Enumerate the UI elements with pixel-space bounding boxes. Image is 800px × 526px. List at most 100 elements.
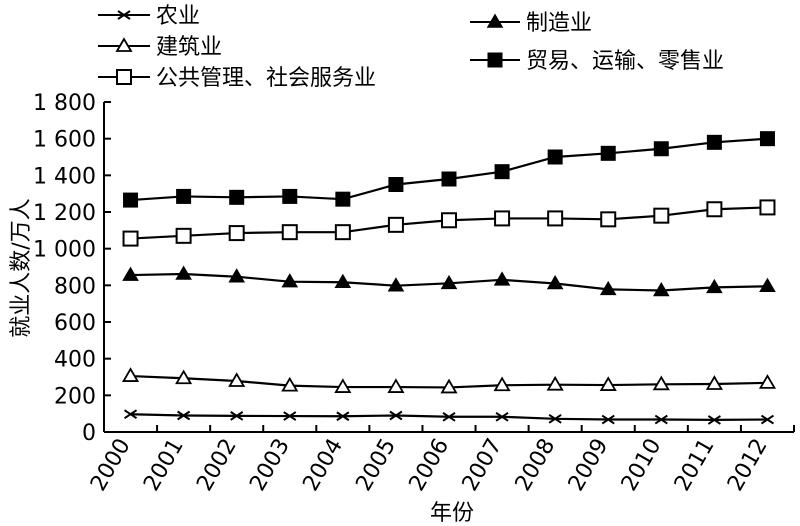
data-point-filled-square: [282, 188, 298, 204]
data-point-x-marker: [654, 414, 668, 425]
data-point-x-marker: [389, 410, 403, 421]
data-point-open-square: [706, 201, 723, 218]
data-point-filled-square: [388, 177, 404, 192]
data-point-x-marker: [230, 411, 244, 421]
series-5: [122, 199, 776, 247]
data-point-filled-square: [759, 131, 775, 147]
data-point-filled-triangle: [387, 277, 405, 292]
data-point-filled-square: [494, 164, 510, 180]
y-tick-label: 1 000: [33, 238, 96, 263]
data-point-open-square: [600, 211, 617, 228]
x-tick-label: 2008: [511, 435, 561, 496]
series-line: [130, 137, 768, 202]
data-point-filled-triangle: [706, 278, 723, 294]
data-point-filled-triangle: [599, 280, 617, 296]
data-point-open-square: [175, 227, 192, 244]
data-point-open-triangle: [758, 374, 777, 389]
data-point-open-square: [116, 69, 132, 85]
x-tick-label: 2006: [405, 435, 455, 496]
data-point-filled-triangle: [440, 274, 458, 290]
data-point-filled-triangle: [546, 275, 564, 290]
data-point-open-triangle: [493, 376, 511, 392]
data-point-filled-triangle: [122, 266, 139, 281]
y-tick-label: 1 200: [33, 201, 96, 226]
data-point-x-marker: [442, 411, 456, 422]
data-point-x-marker: [283, 411, 297, 421]
x-tick-label: 2004: [298, 435, 348, 496]
data-point-open-triangle: [652, 375, 670, 391]
legend-label: 农业: [156, 4, 200, 29]
data-point-open-square: [441, 212, 457, 229]
y-tick-label: 1 800: [33, 91, 96, 116]
data-point-filled-square: [653, 141, 669, 157]
data-point-filled-triangle: [281, 273, 299, 288]
series-1: [123, 409, 775, 425]
legend-item: 公共管理、社会服务业: [98, 66, 376, 91]
data-point-filled-square: [706, 134, 722, 150]
data-point-filled-square: [123, 192, 139, 208]
data-point-x-marker: [495, 411, 509, 422]
data-point-open-square: [228, 225, 245, 242]
data-point-open-triangle: [121, 367, 140, 382]
x-tick-label: 2001: [139, 435, 189, 496]
data-point-filled-square: [547, 149, 563, 165]
x-tick-label: 2007: [458, 434, 508, 495]
series-4: [123, 131, 775, 208]
x-tick-label: 2005: [351, 435, 401, 496]
data-point-open-triangle: [281, 376, 299, 392]
x-tick-label: 2009: [564, 435, 614, 496]
data-point-open-square: [759, 199, 776, 216]
data-point-filled-triangle: [175, 265, 192, 280]
y-axis-title: 就业人数/万人: [9, 198, 34, 337]
y-tick-label: 0: [82, 421, 96, 446]
legend-label: 建筑业: [156, 35, 222, 60]
y-tick-label: 1 400: [33, 164, 96, 189]
data-point-open-square: [547, 210, 564, 227]
data-point-filled-square: [600, 145, 616, 161]
data-point-open-triangle: [705, 375, 723, 390]
y-tick-label: 1 600: [33, 128, 96, 153]
data-point-filled-square: [335, 191, 351, 207]
data-point-open-triangle: [175, 369, 193, 385]
x-tick-label: 2010: [617, 435, 667, 496]
data-point-open-triangle: [387, 378, 405, 393]
data-point-open-triangle: [228, 372, 246, 387]
data-point-x-marker: [117, 10, 131, 20]
data-point-open-square: [653, 207, 670, 224]
series-2: [122, 265, 776, 297]
data-point-filled-square: [229, 189, 245, 205]
data-point-open-square: [122, 230, 139, 247]
y-tick-label: 800: [54, 274, 96, 299]
data-point-x-marker: [336, 411, 350, 422]
data-point-x-marker: [548, 413, 562, 424]
legend-item: 建筑业: [98, 35, 222, 60]
data-point-filled-triangle: [228, 268, 245, 283]
y-tick-label: 600: [54, 311, 96, 336]
data-point-x-marker: [707, 415, 721, 425]
x-tick-label: 2012: [723, 435, 773, 496]
data-point-open-triangle: [334, 378, 352, 393]
legend-label: 贸易、运输、零售业: [526, 49, 724, 74]
data-point-open-triangle: [440, 378, 458, 394]
data-point-filled-square: [441, 171, 457, 187]
x-axis-title: 年份: [430, 501, 474, 526]
data-point-filled-triangle: [493, 271, 511, 286]
data-point-filled-square: [176, 188, 192, 204]
legend-item: 贸易、运输、零售业: [470, 49, 724, 74]
data-point-open-triangle: [599, 376, 617, 391]
data-point-open-square: [334, 224, 351, 241]
x-tick-label: 2002: [192, 435, 242, 496]
data-point-x-marker: [177, 410, 191, 421]
data-point-open-square: [494, 210, 511, 227]
legend-label: 公共管理、社会服务业: [156, 66, 376, 91]
legend-label: 制造业: [526, 11, 592, 36]
data-point-open-square: [387, 216, 404, 233]
data-point-filled-triangle: [759, 277, 776, 292]
data-point-open-square: [281, 224, 298, 241]
data-point-filled-triangle: [486, 13, 504, 28]
data-point-open-triangle: [115, 37, 133, 52]
data-point-filled-triangle: [653, 281, 670, 297]
y-tick-label: 400: [54, 348, 96, 373]
